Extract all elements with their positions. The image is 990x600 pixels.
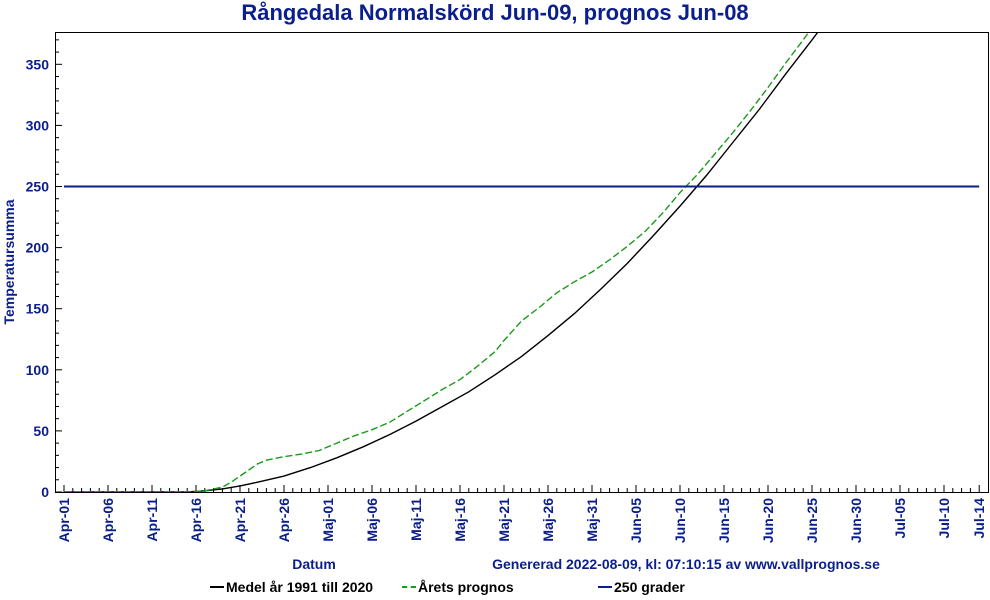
x-tick-label: Jul-10 <box>936 498 952 539</box>
y-tick-label: 150 <box>26 301 50 317</box>
y-tick-label: 100 <box>26 362 50 378</box>
footer-generated-text: Genererad 2022-08-09, kl: 07:10:15 av ww… <box>492 556 880 572</box>
y-tick-label: 50 <box>33 423 49 439</box>
x-tick-label: Maj-26 <box>540 498 556 542</box>
x-tick-label: Maj-21 <box>496 498 512 542</box>
chart-title: Rångedala Normalskörd Jun-09, prognos Ju… <box>241 0 749 25</box>
plot-frame <box>55 32 989 493</box>
x-tick-label: Maj-31 <box>584 498 600 542</box>
x-tick-label: Jun-05 <box>628 498 644 543</box>
legend-item-medel: Medel år 1991 till 2020 <box>210 579 373 595</box>
legend-label-250: 250 grader <box>614 579 685 595</box>
x-tick-label: Jun-25 <box>804 498 820 543</box>
x-tick-label: Apr-26 <box>276 498 292 543</box>
x-tick-label: Apr-21 <box>232 498 248 543</box>
legend-label-prognos: Årets prognos <box>418 579 514 595</box>
legend-item-250: 250 grader <box>598 579 685 595</box>
x-tick-label: Jun-10 <box>672 498 688 543</box>
x-tick-label: Jun-20 <box>760 498 776 543</box>
x-tick-label: Jun-30 <box>848 498 864 543</box>
x-tick-label: Apr-01 <box>56 498 72 543</box>
y-tick-label: 350 <box>26 56 50 72</box>
x-axis-label: Datum <box>292 556 336 572</box>
x-tick-label: Maj-01 <box>320 498 336 542</box>
y-tick-label: 200 <box>26 240 50 256</box>
x-tick-label: Jul-05 <box>892 498 908 539</box>
x-tick-label: Apr-06 <box>100 498 116 543</box>
legend-label-medel: Medel år 1991 till 2020 <box>226 579 374 595</box>
legend-swatch-black-line <box>210 586 224 589</box>
x-tick-label: Maj-16 <box>452 498 468 542</box>
legend-swatch-green-dashed <box>402 586 416 589</box>
legend-item-prognos: Årets prognos <box>402 579 514 595</box>
series-line-prognos <box>64 32 810 492</box>
y-tick-label: 0 <box>41 484 49 500</box>
x-tick-label: Maj-11 <box>408 498 424 541</box>
x-tick-label: Maj-06 <box>364 498 380 542</box>
y-tick-label: 250 <box>26 179 50 195</box>
series-line-medel <box>64 32 819 492</box>
x-tick-label: Jun-15 <box>716 498 732 543</box>
y-axis-label: Temperatursumma <box>1 199 17 324</box>
x-tick-label: Jul-14 <box>971 498 987 539</box>
legend: Medel år 1991 till 2020 Årets prognos 25… <box>0 579 990 599</box>
x-tick-label: Apr-11 <box>144 498 160 542</box>
legend-swatch-blue-line <box>598 586 612 589</box>
y-tick-label: 300 <box>26 117 50 133</box>
x-tick-label: Apr-16 <box>188 498 204 543</box>
